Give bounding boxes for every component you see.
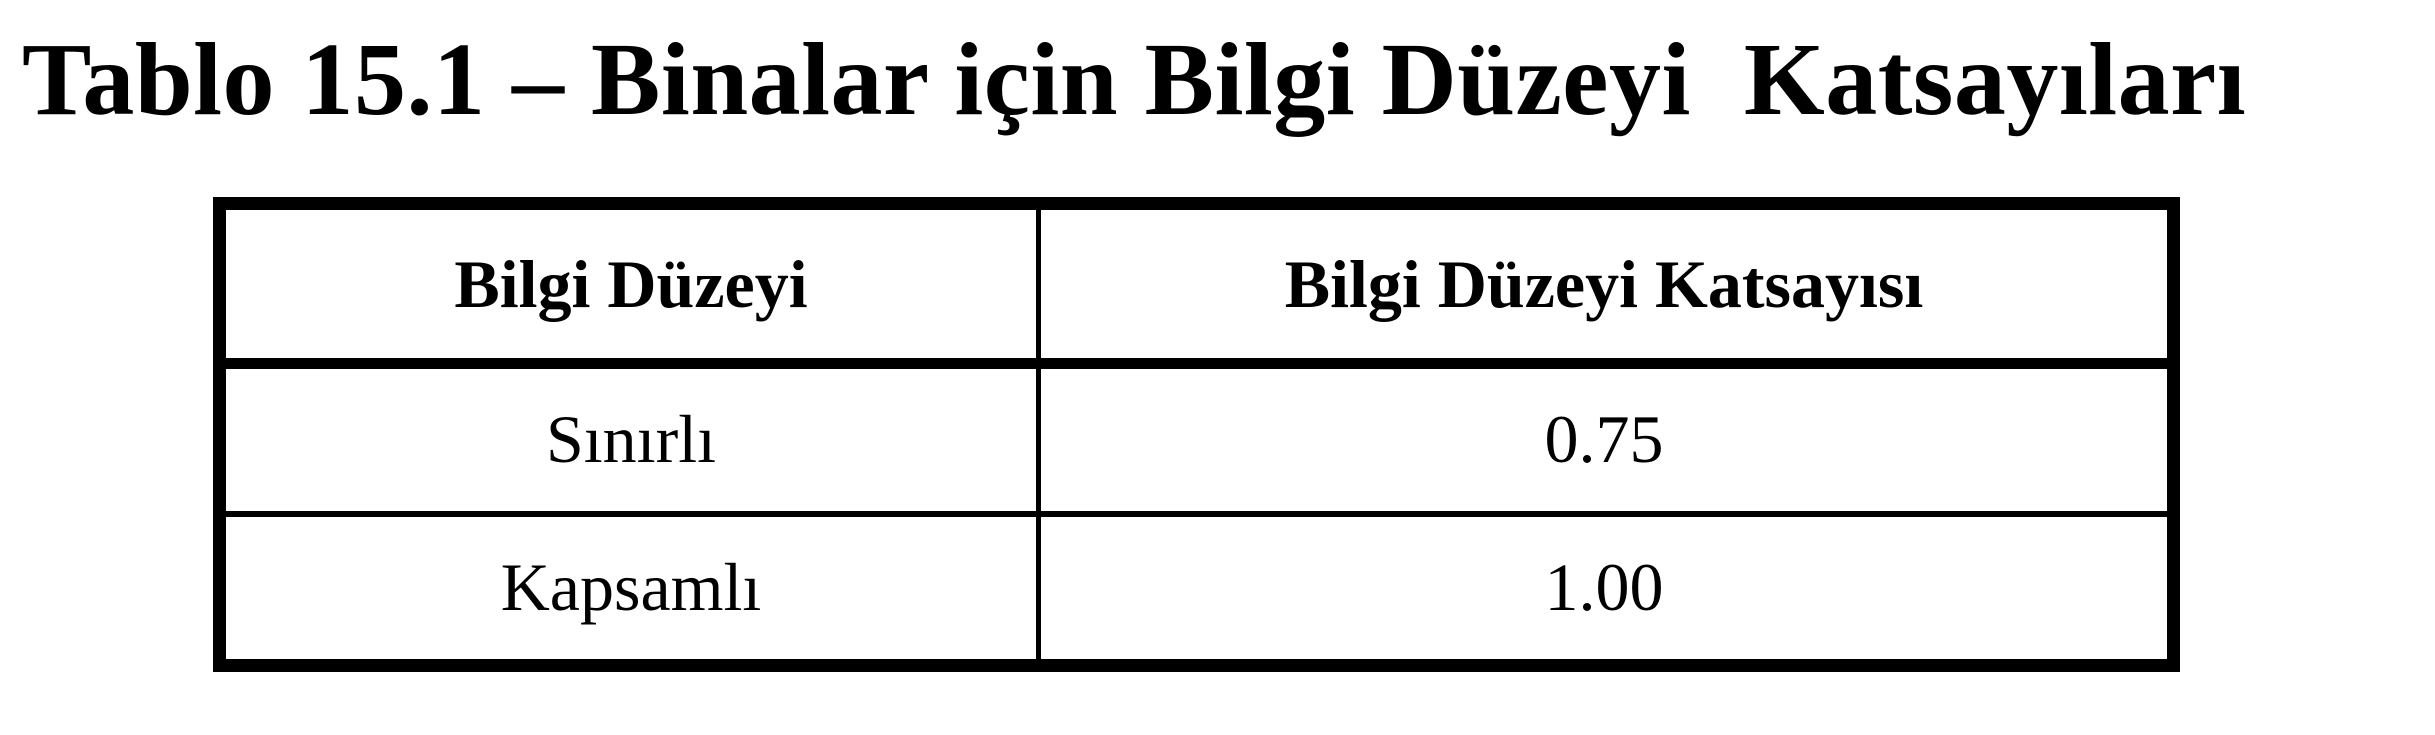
table-title: Tablo 15.1 – Binalar için Bilgi Düzeyi K…	[22, 22, 2247, 137]
cell-level: Kapsamlı	[219, 513, 1041, 666]
table-header-row: Bilgi Düzeyi Bilgi Düzeyi Katsayısı	[219, 203, 2174, 369]
table-row: Kapsamlı 1.00	[219, 513, 2174, 666]
header-knowledge-coefficient: Bilgi Düzeyi Katsayısı	[1038, 203, 2174, 369]
table-row: Sınırlı 0.75	[219, 363, 2174, 517]
header-knowledge-level: Bilgi Düzeyi	[219, 203, 1041, 369]
cell-level: Sınırlı	[219, 363, 1041, 517]
cell-coefficient: 1.00	[1544, 549, 1664, 626]
cell-coefficient: 0.75	[1038, 363, 2174, 517]
knowledge-level-table: Bilgi Düzeyi Bilgi Düzeyi Katsayısı Sını…	[213, 197, 2180, 672]
